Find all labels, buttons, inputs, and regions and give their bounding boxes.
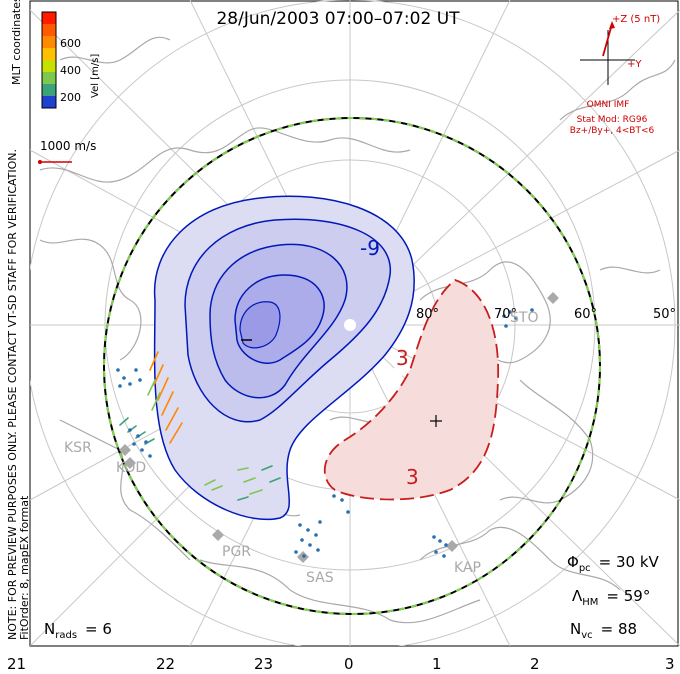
stat-model-bin: Bz+/By+, 4<BT<6	[570, 126, 655, 136]
pole-marker-2	[394, 364, 406, 376]
mlt-label-3: 3	[665, 655, 675, 673]
station-sas: SAS	[306, 570, 334, 586]
station-kod: KOD	[116, 460, 146, 476]
negative-convection-cell	[153, 195, 415, 521]
velocity-dots	[116, 308, 534, 558]
stats-panel: Φpc = 30 kV ΛHM = 59° Nvc = 88 Nrads = 6	[44, 553, 660, 641]
coords-label: MLT coordinates	[10, 0, 23, 85]
lat-label-50: 50°	[653, 307, 676, 322]
velocity-vectors	[119, 351, 281, 501]
nrads-stat: Nrads = 6	[44, 620, 112, 641]
fit-order-note: FitOrder: 8, mapEX format	[18, 495, 31, 640]
colorbar-label: Vel [m/s]	[90, 54, 101, 98]
station-pgr: PGR	[222, 544, 251, 560]
station-markers	[119, 292, 559, 563]
preview-note: NOTE: FOR PREVIEW PURPOSES ONLY. PLEASE …	[6, 149, 19, 640]
contour-label-pos-2: 3	[406, 465, 419, 489]
contour-label-neg: -9	[360, 236, 380, 260]
imf-y-label: +Y	[627, 59, 642, 70]
mlt-label-23: 23	[254, 655, 273, 673]
coastlines	[39, 36, 676, 624]
vector-scale-dot	[38, 160, 42, 164]
velocity-colorbar: 600 400 200 Vel [m/s]	[41, 11, 101, 109]
mlt-label-1: 1	[432, 655, 442, 673]
pole-marker	[344, 319, 356, 331]
map-title: 28/Jun/2003 07:00–07:02 UT	[216, 9, 460, 29]
colorbar-tick-600: 600	[60, 37, 81, 50]
colorbar-tick-400: 400	[60, 64, 81, 77]
lat-label-70: 70°	[494, 307, 517, 322]
positive-convection-cell	[323, 278, 500, 501]
contour-label-pos: 3	[396, 346, 409, 370]
mlt-label-0: 0	[344, 655, 354, 673]
imf-source: OMNI IMF	[587, 100, 630, 110]
station-ksr: KSR	[64, 440, 92, 456]
imf-clock: +Z (5 nT) +Y OMNI IMF Stat Mod: RG96 Bz+…	[570, 14, 661, 136]
imf-z-label: +Z (5 nT)	[612, 14, 660, 25]
hmb-lat-stat: ΛHM = 59°	[572, 587, 650, 608]
hmb-dash	[103, 117, 601, 615]
station-sto: STO	[510, 310, 538, 326]
cpcp-stat: Φpc = 30 kV	[567, 553, 660, 574]
vector-scale-label: 1000 m/s	[40, 139, 96, 153]
nvc-stat: Nvc = 88	[570, 620, 637, 641]
mlt-label-21: 21	[7, 655, 26, 673]
mlt-axis: 21 22 23 0 1 2 3	[7, 655, 675, 673]
station-kap: KAP	[454, 560, 481, 576]
colorbar-tick-200: 200	[60, 91, 81, 104]
lat-label-60: 60°	[574, 307, 597, 322]
mlt-label-2: 2	[530, 655, 540, 673]
lat-label-80: 80°	[416, 307, 439, 322]
mlt-label-22: 22	[156, 655, 175, 673]
plot-frame	[29, 0, 679, 647]
stat-model: Stat Mod: RG96	[577, 115, 648, 125]
